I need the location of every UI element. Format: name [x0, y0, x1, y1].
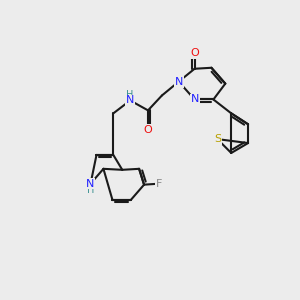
Text: F: F — [156, 179, 162, 189]
Text: S: S — [214, 134, 221, 144]
Text: H: H — [127, 89, 134, 100]
Text: N: N — [126, 95, 134, 106]
Text: H: H — [87, 184, 94, 195]
Text: O: O — [190, 48, 199, 58]
Text: N: N — [86, 179, 95, 189]
Text: N: N — [175, 76, 183, 87]
Text: O: O — [144, 125, 152, 135]
Text: N: N — [190, 94, 199, 104]
